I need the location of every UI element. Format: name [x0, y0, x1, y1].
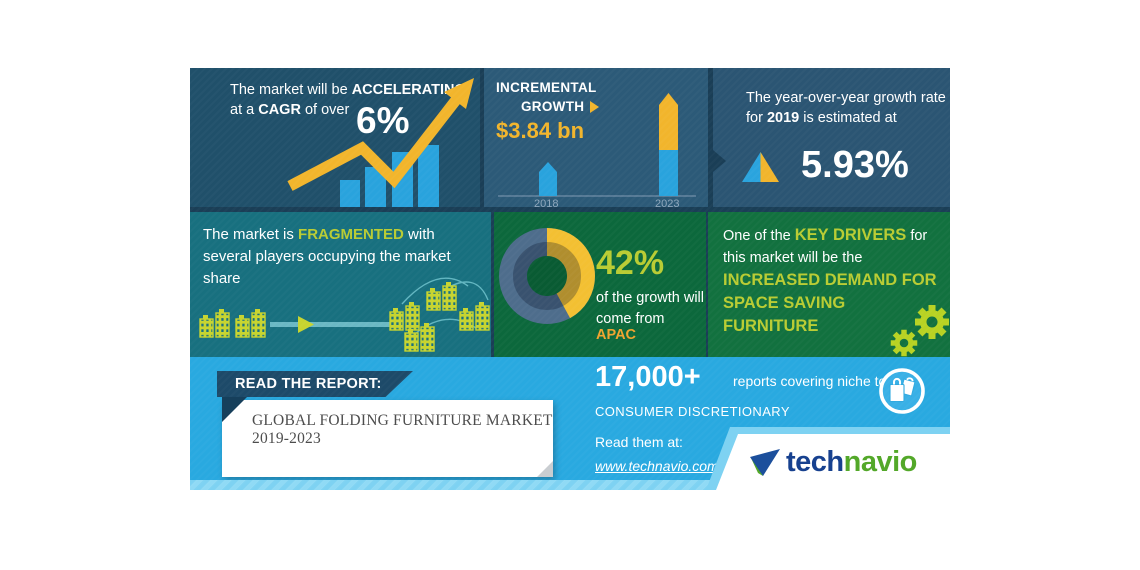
yoy-line2-pre: for: [746, 110, 767, 126]
growth-trend-chart: [287, 78, 474, 207]
fragmented-text: The market is FRAGMENTED with several pl…: [203, 224, 483, 290]
section-arrow-notch: [713, 150, 726, 172]
bottom-strip: [190, 480, 950, 490]
timeline-line: [270, 322, 396, 327]
yoy-line2-post: is estimated at: [799, 110, 897, 126]
growth-label: GROWTH: [521, 99, 585, 114]
cagr-line2-pre: at a: [230, 102, 259, 118]
panel-fragmented: The market is FRAGMENTED with several pl…: [190, 212, 491, 357]
donut-apac-segment: [499, 228, 595, 324]
donut-inner-shade: [513, 242, 581, 310]
yoy-year: 2019: [766, 110, 800, 126]
fragmented-buildings-graphic: [199, 277, 490, 352]
footer-band: READ THE REPORT: GLOBAL FOLDING FURNITUR…: [190, 357, 950, 480]
technavio-url-link[interactable]: www.technavio.com: [595, 458, 719, 474]
read-them-at-label: Read them at:: [595, 434, 683, 450]
apac-share-value: 42%: [596, 244, 665, 282]
key-drivers-label: KEY DRIVERS: [794, 226, 907, 244]
driver-name-label: INCREASED DEMAND FOR SPACE SAVING FURNIT…: [723, 271, 937, 335]
cagr-text: The market will be ACCELERATING at a CAG…: [230, 80, 466, 120]
cagr-accelerating-label: ACCELERATING: [351, 82, 466, 98]
incremental-label: INCREMENTAL: [496, 80, 597, 95]
cagr-line1-text: The market will be: [230, 82, 352, 98]
logo-corner-background: [706, 427, 950, 490]
fragmented-post: with several players occupying the marke…: [203, 226, 451, 287]
infographic-content: The market will be ACCELERATING at a CAG…: [190, 68, 950, 490]
growth-arrow-icon: [590, 101, 599, 113]
yoy-line1: The year-over-year growth rate: [746, 90, 946, 106]
logo-tech-text: tech: [786, 446, 844, 478]
timeline-arrow-icon: [298, 316, 314, 333]
logo-navio-text: navio: [843, 446, 918, 478]
read-report-banner: READ THE REPORT:: [217, 371, 413, 397]
apac-line1: of the growth will: [596, 290, 704, 306]
yoy-text: The year-over-year growth rate for 2019 …: [746, 88, 946, 128]
building-cluster: [459, 301, 490, 331]
fragmented-label: FRAGMENTED: [298, 226, 404, 243]
apac-donut-chart: [499, 228, 595, 324]
up-triangle-icon: [742, 152, 779, 182]
technavio-logo-icon: [750, 448, 780, 476]
technavio-logo[interactable]: technavio: [750, 446, 917, 479]
bar-2018: [539, 162, 557, 196]
reports-count-desc: reports covering niche topics: [733, 373, 912, 389]
trend-arrow-head: [444, 78, 474, 109]
panel-yoy-growth: The year-over-year growth rate for 2019 …: [713, 68, 950, 207]
cagr-line2-post: of over: [300, 102, 350, 118]
year-label-2023: 2023: [655, 198, 680, 207]
report-title: GLOBAL FOLDING FURNITURE MARKET 2019-202…: [252, 412, 553, 447]
cagr-label: CAGR: [258, 102, 301, 118]
category-label: CONSUMER DISCRETIONARY: [595, 404, 790, 419]
year-label-2018: 2018: [534, 198, 559, 207]
panel-key-drivers: One of the KEY DRIVERS for this market w…: [708, 212, 950, 357]
bar-2023-base: [659, 150, 678, 196]
incremental-value: $3.84 bn: [496, 118, 585, 143]
donut-hole: [527, 256, 567, 296]
building-cluster: [426, 281, 457, 311]
reports-count: 17,000+: [595, 361, 701, 393]
building-cluster: [199, 308, 230, 338]
shopping-bags-icon: [879, 368, 925, 414]
key-drivers-text: One of the KEY DRIVERS for this market w…: [723, 224, 939, 338]
drivers-pre: One of the: [723, 228, 795, 244]
panel-incremental-growth: INCREMENTAL GROWTH $3.84 bn 2018 2023: [484, 68, 708, 207]
panel-apac-growth: 42% of the growth will come from APAC: [494, 212, 706, 357]
yoy-value: 5.93%: [801, 144, 909, 186]
fragmented-pre: The market is: [203, 226, 299, 243]
apac-region-label: APAC: [596, 327, 637, 343]
panel-cagr: The market will be ACCELERATING at a CAG…: [190, 68, 480, 207]
trend-bars: [340, 145, 439, 207]
read-report-label: READ THE REPORT:: [235, 376, 382, 392]
bar-2023-growth: [659, 93, 678, 150]
cagr-value: 6%: [356, 100, 410, 141]
building-cluster: [235, 308, 266, 338]
building-cluster: [389, 301, 420, 331]
incremental-bar-chart: [498, 93, 696, 197]
drivers-mid: for this market will be the: [723, 228, 928, 266]
trend-arrow-line: [287, 96, 461, 191]
gears-icon: [890, 305, 949, 357]
report-card[interactable]: GLOBAL FOLDING FURNITURE MARKET 2019-202…: [222, 400, 553, 477]
apac-line2-pre: come from: [596, 311, 665, 327]
